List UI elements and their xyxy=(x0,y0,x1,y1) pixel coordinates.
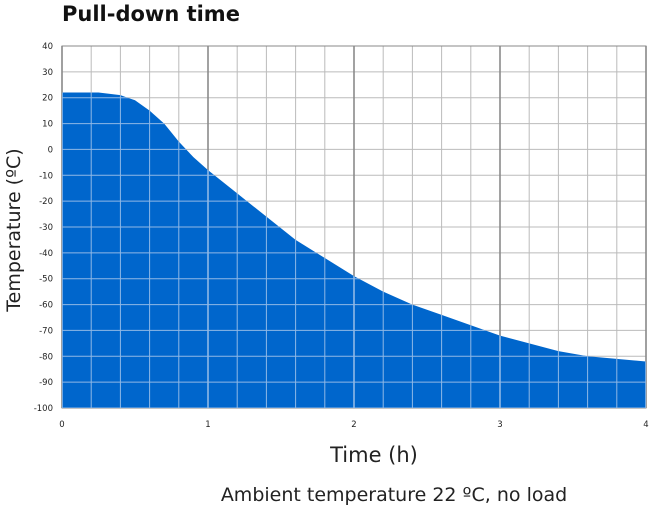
y-tick-label: 30 xyxy=(42,68,53,78)
y-tick-label: -60 xyxy=(39,301,53,311)
x-tick-label: 3 xyxy=(497,420,502,430)
x-axis-label: Time (h) xyxy=(329,443,418,467)
y-axis-ticks: 40 30 20 10 0 -10 -20 -30 -40 -50 -60 -70 -80 -90 -100 xyxy=(34,42,53,414)
y-axis-label: Temperature (ºC) xyxy=(3,148,25,312)
y-tick-label: -10 xyxy=(39,171,53,181)
x-tick-label: 0 xyxy=(59,420,64,430)
y-tick-label: 40 xyxy=(42,42,53,52)
y-tick-label: 10 xyxy=(42,120,53,130)
chart-caption: Ambient temperature 22 ºC, no load xyxy=(221,484,567,506)
y-tick-label: -50 xyxy=(39,275,53,285)
y-tick-label: 0 xyxy=(48,145,53,155)
y-tick-label: -70 xyxy=(39,326,53,336)
y-tick-label: -40 xyxy=(39,249,53,259)
chart-title: Pull-down time xyxy=(62,2,240,26)
x-tick-label: 4 xyxy=(643,420,648,430)
y-tick-label: -90 xyxy=(39,378,53,388)
y-tick-label: -100 xyxy=(34,404,53,414)
x-axis-ticks: 0 1 2 3 4 xyxy=(59,420,648,430)
y-tick-label: -20 xyxy=(39,197,53,207)
x-tick-label: 1 xyxy=(205,420,210,430)
y-tick-label: -80 xyxy=(39,352,53,362)
y-tick-label: 20 xyxy=(42,94,53,104)
y-tick-label: -30 xyxy=(39,223,53,233)
x-tick-label: 2 xyxy=(351,420,356,430)
